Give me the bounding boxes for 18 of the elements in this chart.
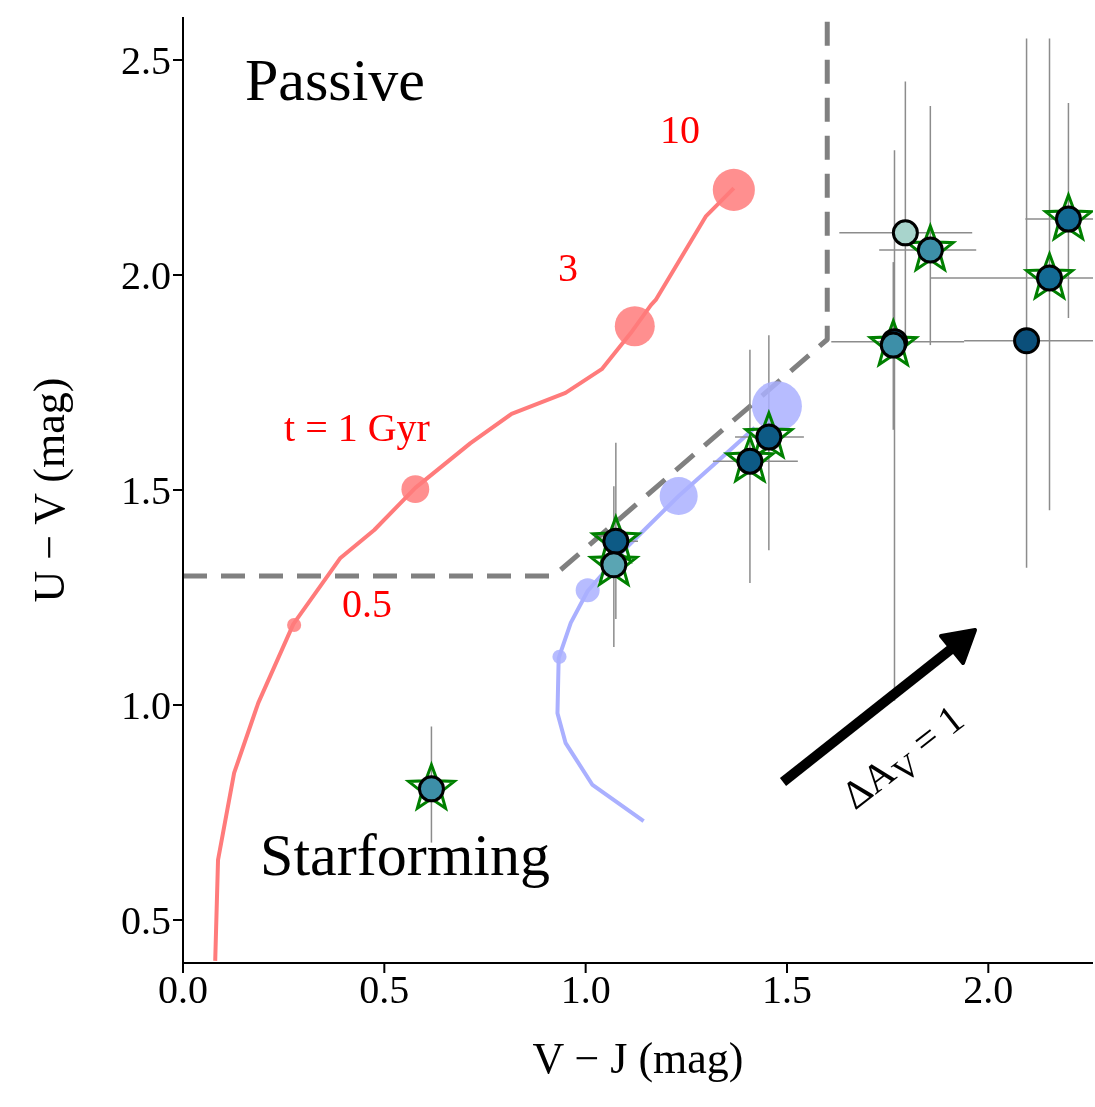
x-tick-label: 0.5 — [359, 967, 410, 1013]
annotation: 0.5 — [342, 581, 392, 626]
x-tick-label: 0.0 — [158, 967, 208, 1013]
annotation: 10 — [660, 107, 700, 152]
y-tick-label: 2.5 — [121, 38, 171, 84]
y-axis-title: U − V (mag) — [24, 377, 74, 603]
x-tick-label: 1.5 — [761, 967, 812, 1013]
y-tick-label: 2.0 — [121, 253, 171, 299]
x-tick-label: 2.0 — [963, 967, 1014, 1013]
annotation: 3 — [558, 245, 578, 290]
x-axis-title: V − J (mag) — [532, 1034, 744, 1083]
x-tick-label: 1.0 — [560, 967, 611, 1013]
y-tick-label: 1.5 — [121, 468, 171, 514]
annotation: Starforming — [260, 822, 550, 888]
y-tick-label: 0.5 — [121, 898, 171, 944]
y-tick-label: 1.0 — [121, 683, 171, 729]
annotation: t = 1 Gyr — [284, 405, 430, 450]
annotation: Passive — [245, 47, 425, 113]
